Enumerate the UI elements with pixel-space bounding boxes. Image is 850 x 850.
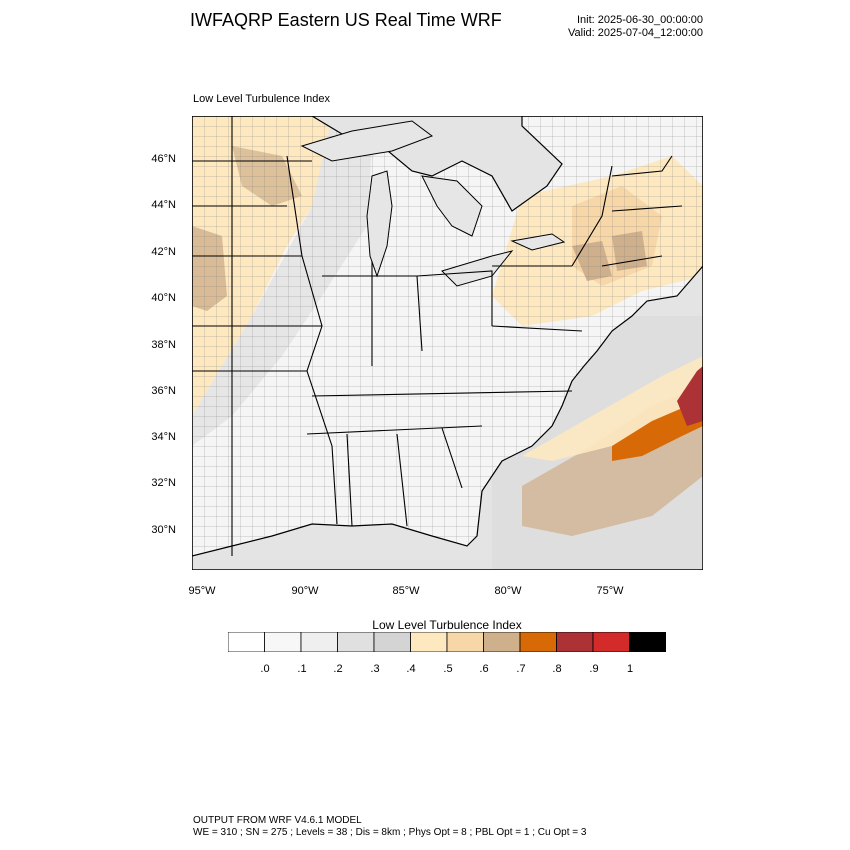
colorbar-swatch — [300, 632, 338, 652]
lat-label: 34°N — [151, 431, 176, 443]
colorbar-swatch — [519, 632, 557, 652]
colorbar-swatch — [373, 632, 411, 652]
state-boundaries — [192, 116, 683, 556]
lon-label: 80°W — [494, 585, 522, 597]
coastline — [192, 116, 703, 557]
turbulence-map — [192, 116, 703, 570]
colorbar-label: .1 — [297, 663, 307, 675]
lat-label: 36°N — [151, 385, 176, 397]
colorbar-label: .6 — [479, 663, 489, 675]
lake-superior — [300, 120, 434, 162]
offshore-red-core — [677, 366, 703, 426]
lon-label: 95°W — [188, 585, 216, 597]
lat-label: 44°N — [151, 199, 176, 211]
lake-erie — [441, 250, 514, 287]
lon-label: 75°W — [596, 585, 624, 597]
colorbar-swatch — [337, 632, 375, 652]
colorbar-swatch — [410, 632, 448, 652]
offshore-orange-band — [522, 356, 703, 461]
field-subtitle: Low Level Turbulence Index — [193, 93, 330, 105]
lon-label: 85°W — [392, 585, 420, 597]
colorbar-swatch — [483, 632, 521, 652]
init-time: Init: 2025-06-30_00:00:00 — [577, 14, 703, 26]
colorbar-swatch — [264, 632, 302, 652]
colorbar-label: .4 — [406, 663, 416, 675]
lat-label: 42°N — [151, 246, 176, 258]
model-footer: OUTPUT FROM WRF V4.6.1 MODEL WE = 310 ; … — [193, 815, 586, 839]
colorbar-label: .0 — [260, 663, 270, 675]
lat-label: 46°N — [151, 153, 176, 165]
colorbar-swatch — [556, 632, 594, 652]
lake-ontario — [510, 233, 566, 251]
colorbar-label: .2 — [333, 663, 343, 675]
colorbar-swatch — [446, 632, 484, 652]
lat-label: 38°N — [151, 339, 176, 351]
colorbar-label: .5 — [443, 663, 453, 675]
colorbar-swatch — [629, 632, 666, 652]
footer-line-2: WE = 310 ; SN = 275 ; Levels = 38 ; Dis … — [193, 827, 587, 838]
lat-label: 32°N — [151, 477, 176, 489]
colorbar-label: .8 — [552, 663, 562, 675]
offshore-dark-orange — [612, 396, 703, 461]
colorbar-label: .9 — [589, 663, 599, 675]
colorbar-label: .3 — [370, 663, 380, 675]
lake-huron — [421, 175, 483, 237]
lon-label: 90°W — [291, 585, 319, 597]
footer-line-1: OUTPUT FROM WRF V4.6.1 MODEL — [193, 815, 362, 826]
colorbar-title: Low Level Turbulence Index — [372, 618, 522, 632]
colorbar-label: 1 — [626, 663, 634, 675]
colorbar-swatch — [592, 632, 630, 652]
lat-label: 30°N — [151, 524, 176, 536]
lat-label: 40°N — [151, 292, 176, 304]
colorbar — [228, 632, 666, 652]
colorbar-swatch — [228, 632, 265, 652]
run-times: Init: 2025-06-30_00:00:00 Valid: 2025-07… — [530, 14, 703, 40]
valid-time: Valid: 2025-07-04_12:00:00 — [568, 27, 703, 39]
lake-michigan — [366, 170, 393, 278]
chart-title: IWFAQRP Eastern US Real Time WRF — [190, 10, 502, 30]
colorbar-label: .7 — [516, 663, 526, 675]
